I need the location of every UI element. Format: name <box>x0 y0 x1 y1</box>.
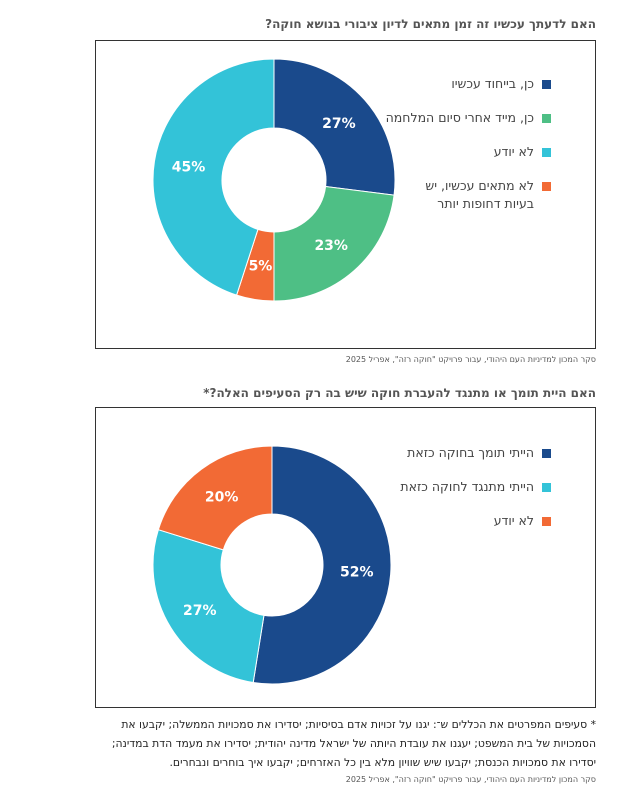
chart2-donut: 52% 27% 20% <box>152 445 392 685</box>
legend-label: הייתי מתנגד לחוקה כזאת <box>400 479 534 494</box>
legend-label: לא יודע <box>493 144 534 159</box>
chart1-legend: כן, בייחוד עכשיו כן, מייד אחרי סיום המלחמ… <box>351 75 551 229</box>
chart1-source: סקר המכון למדיניות העם היהודי, עבור פרוי… <box>345 355 596 364</box>
chart2-value-label-0: 52% <box>340 565 374 581</box>
chart1-donut: 27% 23% 5% 45% <box>152 58 396 302</box>
legend-label: לא יודע <box>493 513 534 528</box>
chart2-title: האם היית תומך או מתנגד להעברת חוקה שיש ב… <box>203 386 596 400</box>
legend-label: לא מתאים עכשיו, יש בעיות דחופות יותר <box>425 178 534 211</box>
chart1-value-label-0: 27% <box>322 116 356 132</box>
chart1-legend-item: כן, בייחוד עכשיו <box>351 75 551 93</box>
legend-swatch <box>542 80 551 89</box>
chart1-slice-0 <box>273 58 396 196</box>
chart2-legend-item: הייתי תומך בחוקה כזאת <box>351 444 551 462</box>
legend-label: כן, בייחוד עכשיו <box>451 76 534 91</box>
chart2-legend-item: לא יודע <box>351 512 551 530</box>
chart1-value-label-3: 45% <box>172 159 206 175</box>
chart2-source: סקר המכון למדיניות העם היהודי, עבור פרוי… <box>345 775 596 784</box>
chart2-slice-2 <box>157 445 273 551</box>
chart1-frame: 27% 23% 5% 45% כן, בייחוד עכשיו כן, מייד אחר… <box>95 40 596 349</box>
legend-swatch <box>542 483 551 492</box>
chart2-value-label-2: 20% <box>205 490 239 506</box>
chart1-slice-3 <box>152 58 275 296</box>
legend-label: הייתי תומך בחוקה כזאת <box>407 445 534 460</box>
chart2-slice-0 <box>252 445 392 685</box>
chart2-legend: הייתי תומך בחוקה כזאת הייתי מתנגד לחוקה כ… <box>351 444 551 546</box>
chart1-title: האם לדעתך עכשיו זה זמן מתאים לדיון ציבור… <box>265 17 596 31</box>
chart2-value-label-1: 27% <box>183 603 217 619</box>
chart1-legend-item: לא מתאים עכשיו, יש בעיות דחופות יותר <box>351 177 551 213</box>
footnote: * סעיפים המפרטים את הכללים ש־: יגנו על ז… <box>111 718 596 769</box>
chart1-value-label-2: 5% <box>249 258 273 274</box>
chart1-slice-1 <box>273 185 395 302</box>
chart2-slice-1 <box>152 529 265 684</box>
chart2-frame: 52% 27% 20% הייתי תומך בחוקה כזאת הייתי מתנ… <box>95 407 596 708</box>
legend-swatch <box>542 449 551 458</box>
legend-swatch <box>542 114 551 123</box>
chart1-value-label-1: 23% <box>314 238 348 254</box>
chart2-legend-item: הייתי מתנגד לחוקה כזאת <box>351 478 551 496</box>
legend-swatch <box>542 182 551 191</box>
legend-label: כן, מייד אחרי סיום המלחמה <box>385 110 534 125</box>
chart1-legend-item: כן, מייד אחרי סיום המלחמה <box>351 109 551 127</box>
legend-swatch <box>542 148 551 157</box>
chart1-legend-item: לא יודע <box>351 143 551 161</box>
legend-swatch <box>542 517 551 526</box>
